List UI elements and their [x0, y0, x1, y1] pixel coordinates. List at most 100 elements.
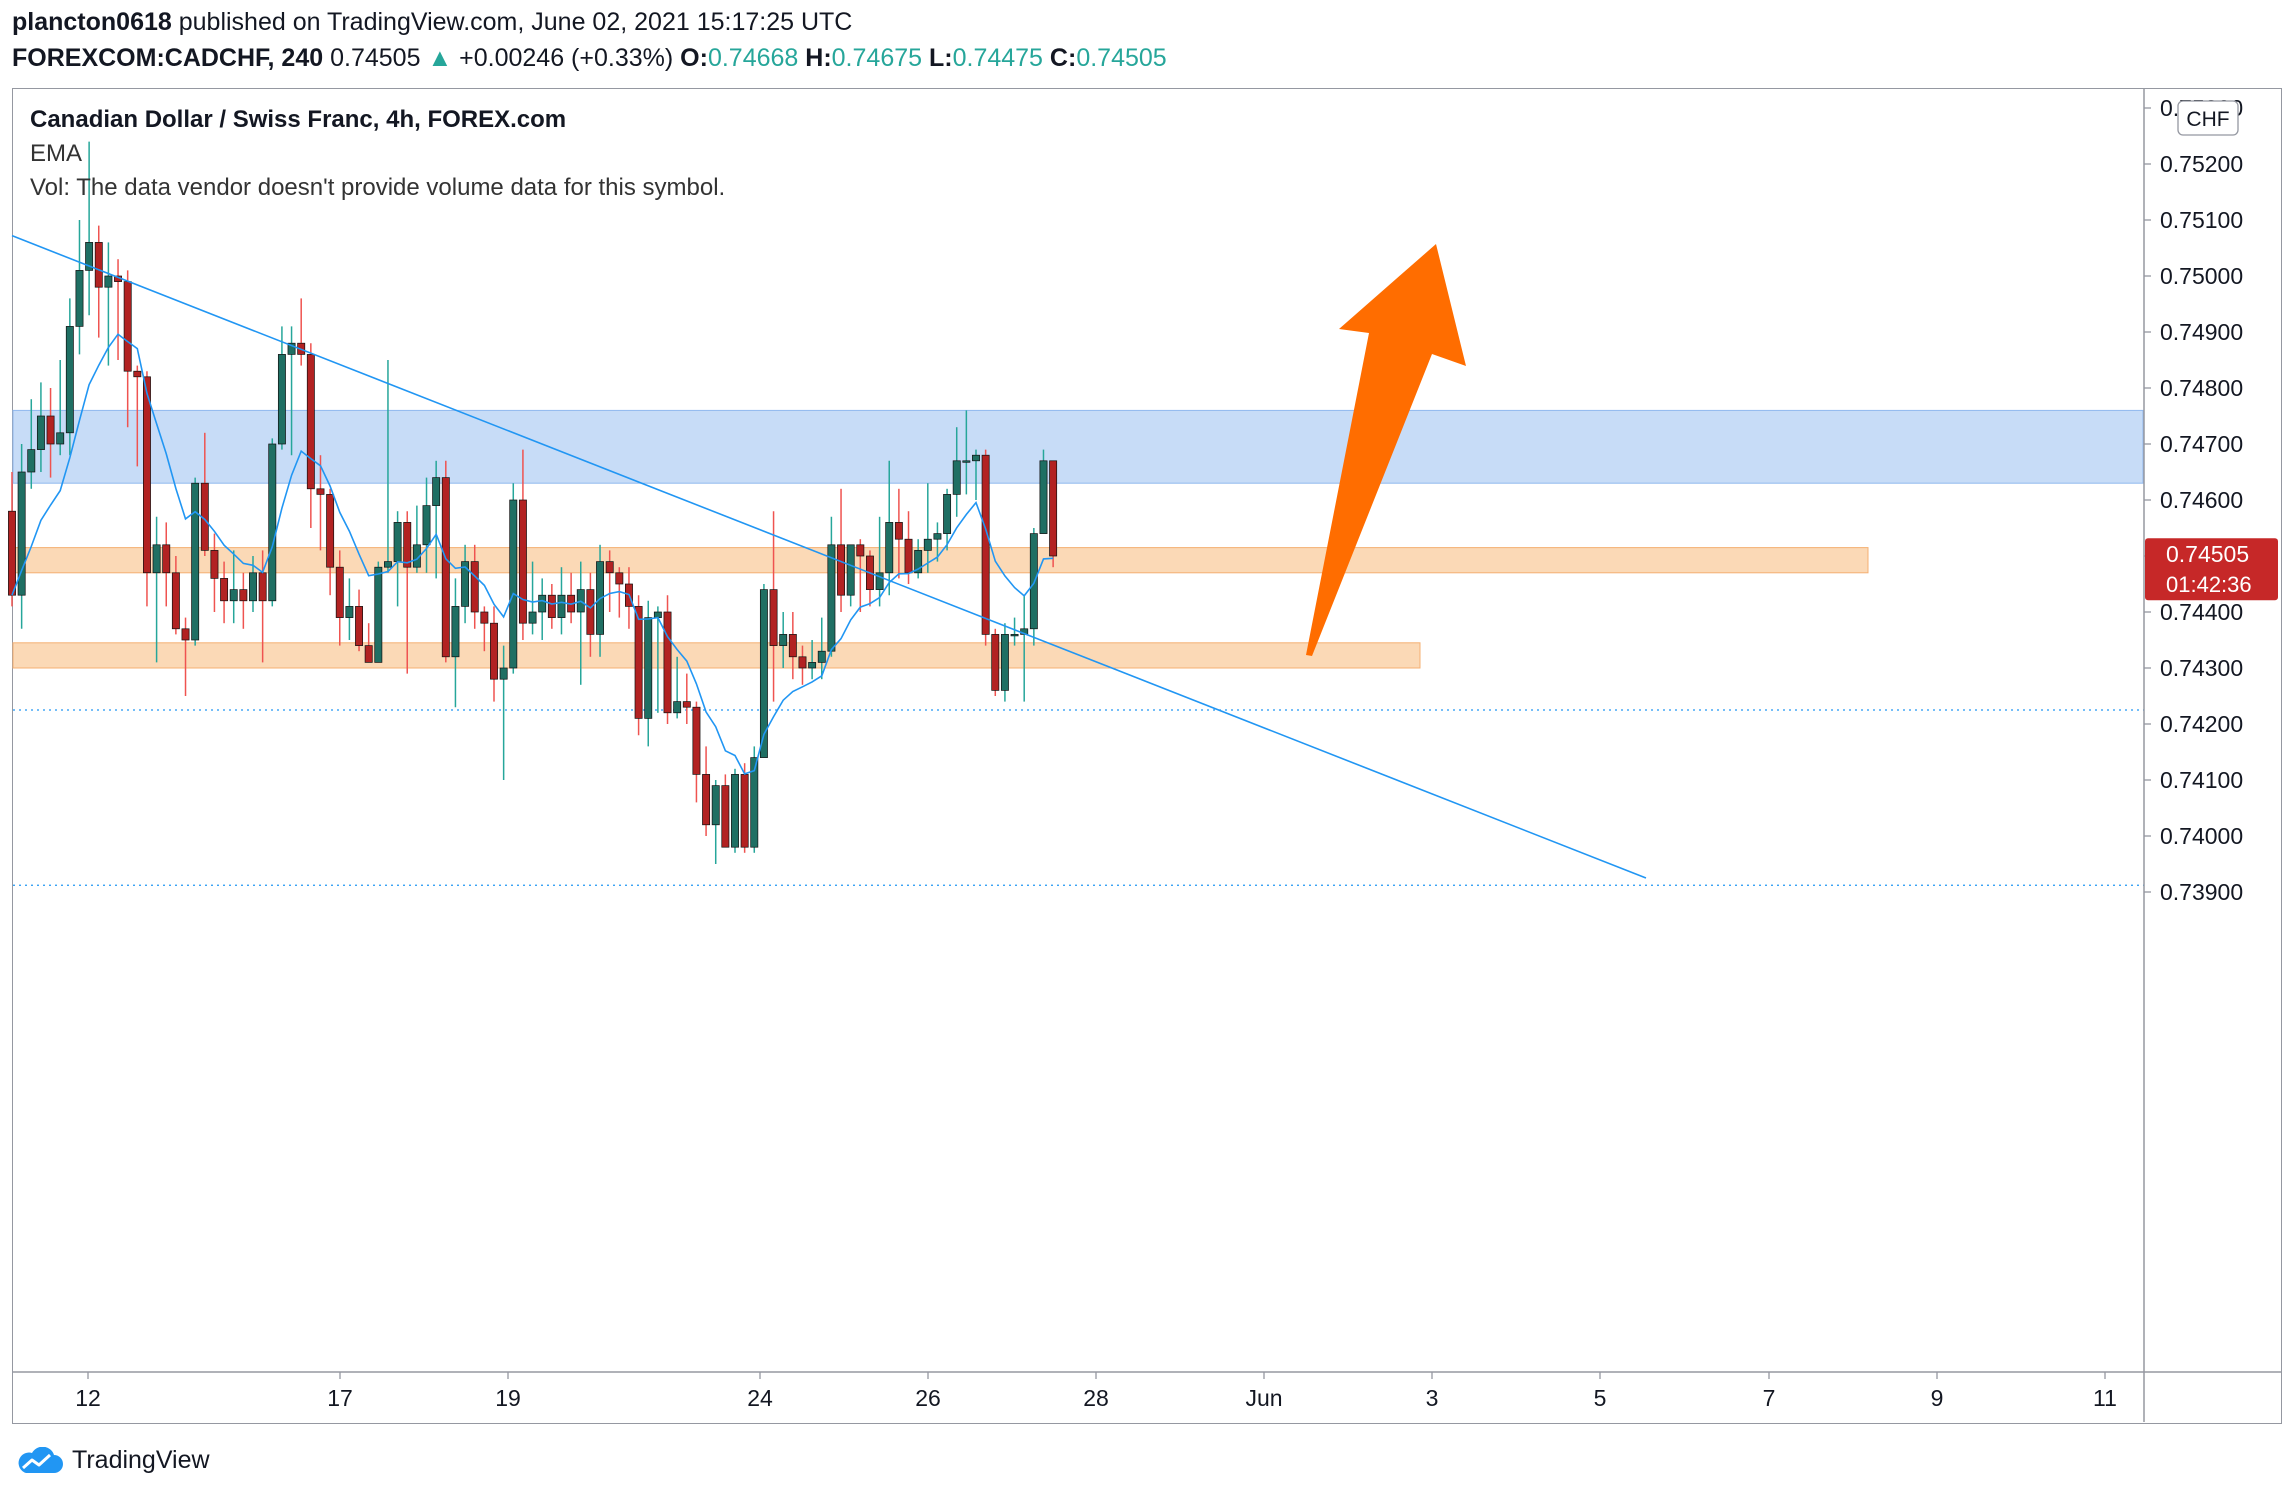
candle-up	[644, 617, 653, 719]
candle-up	[27, 449, 36, 473]
candle-up	[65, 326, 74, 434]
candle-down	[586, 589, 595, 635]
candle-down	[798, 656, 807, 669]
candle-up	[528, 611, 537, 624]
x-tick-label: 11	[2093, 1385, 2117, 1411]
x-tick-labels: 12 17 19 24 26 28 Jun 3 5 7 9 11	[75, 1372, 2117, 1411]
currency-label: CHF	[2186, 108, 2229, 131]
price-chart[interactable]: 0.753000.752000.751000.750000.749000.748…	[0, 0, 2294, 1440]
candle-up	[875, 572, 884, 590]
symbol-name: FOREXCOM:CADCHF, 240	[12, 44, 324, 72]
y-tick-label: 0.74100	[2160, 767, 2243, 793]
currency-badge: CHF	[2177, 100, 2239, 136]
price-tag-bg	[2145, 538, 2278, 601]
legend-volume: Vol: The data vendor doesn't provide vol…	[30, 174, 726, 201]
candle-up	[885, 522, 894, 574]
candle-up	[557, 594, 566, 618]
candle-down	[518, 499, 527, 624]
candle-up	[846, 544, 855, 596]
ema-line	[11, 333, 1054, 775]
zone-resistance	[12, 409, 2144, 484]
legend-ema[interactable]: EMA	[30, 140, 83, 167]
y-tick-label: 0.74300	[2160, 655, 2243, 681]
candle-up	[914, 550, 923, 574]
candle-up	[191, 482, 200, 641]
zone-support-1	[12, 547, 1869, 574]
candle-down	[441, 477, 450, 658]
candle-down	[143, 376, 151, 574]
y-tick-label: 0.74600	[2160, 487, 2243, 513]
candle-up	[277, 354, 286, 445]
candle-up	[750, 757, 759, 848]
zone-support-2	[12, 642, 1421, 669]
author-name[interactable]: plancton0618	[12, 8, 172, 36]
close-label: C:	[1049, 44, 1077, 72]
open-value: 0.74668	[707, 44, 799, 72]
candle-down	[991, 634, 1000, 691]
candle-down	[682, 701, 691, 708]
candle-down	[181, 628, 190, 641]
candle-up	[422, 505, 431, 546]
x-tick-label: 17	[327, 1385, 353, 1411]
candle-down	[306, 354, 315, 490]
change-value: +0.00246 (+0.33%)	[459, 44, 674, 72]
candle-up	[972, 454, 980, 462]
price-tag-value: 0.74505	[2166, 541, 2249, 567]
candle-down	[220, 578, 229, 602]
candle-up	[779, 634, 788, 646]
x-tick-label: 12	[75, 1385, 101, 1411]
candle-down	[364, 645, 373, 663]
candle-up	[268, 443, 277, 602]
change-up-icon: ▲	[427, 44, 453, 72]
candle-down	[615, 572, 624, 585]
high-value: 0.74675	[831, 44, 923, 72]
x-tick-label: 19	[495, 1385, 521, 1411]
candle-up	[673, 701, 682, 714]
chart-frame	[12, 88, 2282, 1424]
candle-down	[769, 589, 778, 646]
price-tag-countdown: 01:42:36	[2166, 572, 2252, 597]
candle-down	[210, 550, 219, 579]
legend-title: Canadian Dollar / Swiss Franc, 4h, FOREX…	[30, 106, 567, 133]
axes-layer	[13, 89, 2281, 1422]
candle-down	[470, 561, 479, 613]
candle-down	[162, 544, 171, 574]
candle-up	[374, 566, 383, 663]
open-label: O:	[680, 44, 708, 72]
candle-down	[788, 634, 797, 658]
candle-up	[85, 242, 94, 271]
candle-up	[711, 785, 720, 826]
last-price-value: 0.74505	[330, 44, 421, 72]
candle-up	[461, 561, 470, 607]
cloud-icon	[18, 1446, 63, 1473]
zones-layer	[12, 409, 2144, 669]
candle-down	[1049, 460, 1058, 557]
candle-up	[653, 611, 662, 618]
candle-down	[702, 774, 711, 826]
publish-line: plancton0618 published on TradingView.co…	[12, 8, 852, 37]
candle-up	[287, 342, 296, 355]
candle-down	[480, 611, 489, 624]
candle-up	[943, 494, 952, 534]
candle-up	[933, 533, 942, 540]
candle-down	[46, 415, 55, 445]
candle-up	[499, 667, 508, 680]
candle-down	[547, 594, 556, 618]
candle-down	[981, 454, 990, 635]
high-label: H:	[805, 44, 832, 72]
low-label: L:	[928, 44, 953, 72]
tradingview-logo[interactable]: TradingView	[14, 1446, 210, 1475]
candle-down	[634, 606, 643, 719]
x-tick-label: 7	[1763, 1385, 1776, 1411]
y-tick-label: 0.74900	[2160, 319, 2243, 345]
y-tick-label: 0.75200	[2160, 151, 2243, 177]
dotted-levels-layer	[13, 709, 2144, 886]
candle-down	[123, 281, 132, 372]
candle-down	[335, 566, 344, 618]
candle-down	[94, 242, 103, 288]
candle-down	[721, 785, 730, 848]
x-tick-label: 28	[1083, 1385, 1109, 1411]
candle-down	[133, 370, 142, 378]
low-value: 0.74475	[952, 44, 1043, 72]
candle-up	[759, 589, 768, 758]
